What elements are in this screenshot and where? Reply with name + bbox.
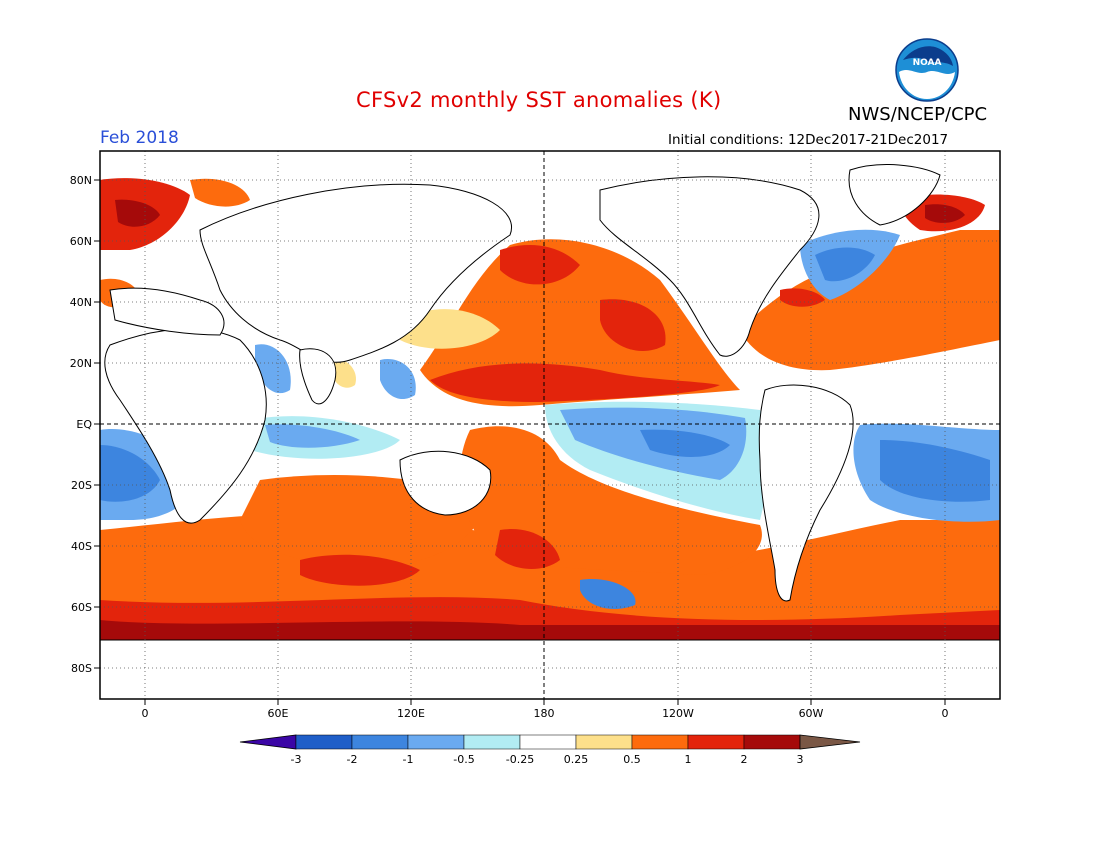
colorbar-max-arrow: [799, 734, 861, 750]
colorbar-bin: [743, 734, 801, 750]
ticks: [94, 179, 946, 705]
colorbar-label: -3: [291, 753, 302, 766]
lat-label: 40S: [71, 540, 92, 553]
colorbar-label: -2: [347, 753, 358, 766]
colorbar-label: 3: [797, 753, 804, 766]
lat-label: 60S: [71, 601, 92, 614]
lon-label: 180: [534, 707, 555, 720]
colorbar-bin: [295, 734, 353, 750]
lat-label: 40N: [70, 296, 92, 309]
colorbar-bin: [687, 734, 745, 750]
lon-label: 0: [142, 707, 149, 720]
colorbar-bin: [463, 734, 521, 750]
colorbar: -3 -2 -1 -0.5 -0.25 0.25 0.5 1 2 3: [239, 734, 861, 766]
colorbar-bin: [575, 734, 633, 750]
lat-labels: 80N 60N 40N 20N EQ 20S 40S 60S 80S: [70, 174, 93, 675]
lon-label: 0: [942, 707, 949, 720]
lat-label: 20S: [71, 479, 92, 492]
colorbar-label: 0.25: [564, 753, 589, 766]
colorbar-bin: [407, 734, 465, 750]
lat-label: 80S: [71, 662, 92, 675]
lat-label: 80N: [70, 174, 92, 187]
colorbar-label: 0.5: [623, 753, 641, 766]
colorbar-label: -1: [403, 753, 414, 766]
anomaly-field: [100, 151, 1000, 699]
colorbar-bin: [519, 734, 577, 750]
colorbar-min-arrow: [239, 734, 297, 750]
land-masses: [100, 164, 1000, 699]
gridlines: [100, 151, 1000, 699]
reference-lines: [100, 151, 1000, 699]
colorbar-bin: [351, 734, 409, 750]
colorbar-label: -0.5: [453, 753, 474, 766]
map-frame: [99, 150, 1001, 700]
agency-label: NWS/NCEP/CPC: [848, 104, 988, 125]
logo-text: NOAA: [913, 58, 942, 68]
forecast-month: Feb 2018: [100, 128, 179, 148]
lon-label: 120E: [397, 707, 425, 720]
initial-conditions: Initial conditions: 12Dec2017-21Dec2017: [668, 132, 949, 148]
lon-label: 120W: [662, 707, 694, 720]
colorbar-label: -0.25: [506, 753, 534, 766]
colorbar-bin: [631, 734, 689, 750]
lat-label: EQ: [76, 418, 92, 431]
lon-label: 60E: [268, 707, 289, 720]
lat-label: 20N: [70, 357, 92, 370]
lat-label: 60N: [70, 235, 92, 248]
lon-labels: 0 60E 120E 180 120W 60W 0: [142, 707, 949, 720]
noaa-logo: NOAA: [895, 38, 959, 102]
colorbar-label: 2: [741, 753, 748, 766]
chart-title: CFSv2 monthly SST anomalies (K): [356, 88, 722, 112]
lon-label: 60W: [799, 707, 824, 720]
colorbar-label: 1: [685, 753, 692, 766]
